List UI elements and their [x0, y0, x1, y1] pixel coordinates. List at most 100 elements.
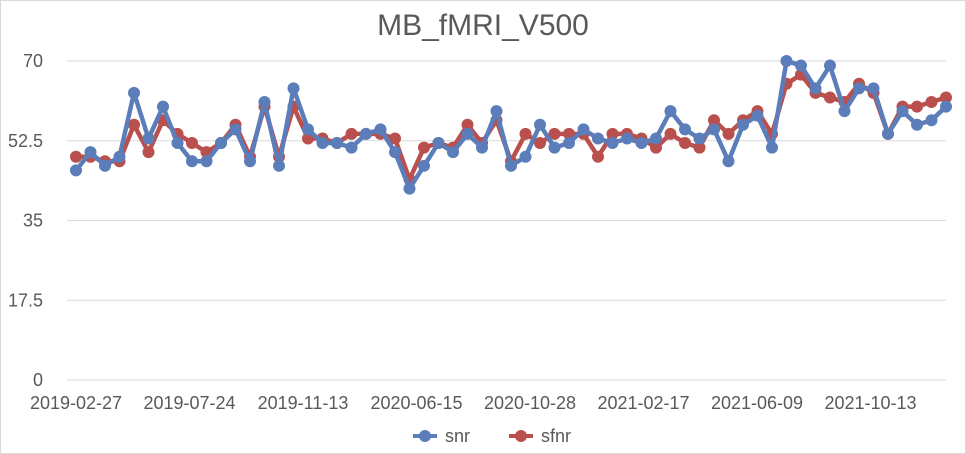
- data-point-sfnr: [128, 118, 140, 131]
- y-tick-label: 70: [23, 51, 43, 71]
- data-point-sfnr: [650, 141, 662, 154]
- data-point-sfnr: [693, 141, 706, 154]
- data-point-snr: [911, 118, 923, 131]
- y-tick-label: 0: [33, 370, 43, 390]
- data-point-snr: [447, 146, 459, 159]
- data-point-snr: [853, 82, 865, 95]
- data-point-sfnr: [925, 96, 938, 109]
- data-point-snr: [302, 123, 314, 136]
- data-point-snr: [258, 96, 271, 109]
- data-point-snr: [708, 123, 720, 136]
- data-point-snr: [737, 118, 749, 131]
- data-point-snr: [171, 137, 184, 150]
- series-group: [70, 55, 952, 195]
- data-point-snr: [490, 105, 503, 118]
- data-point-snr: [113, 150, 126, 163]
- x-tick-label: 2021-10-13: [824, 393, 916, 413]
- data-point-sfnr: [708, 114, 720, 127]
- data-point-sfnr: [911, 100, 923, 113]
- legend-label: snr: [445, 426, 470, 446]
- data-point-snr: [287, 82, 300, 95]
- data-point-snr: [273, 159, 285, 172]
- data-point-sfnr: [186, 137, 198, 150]
- data-point-snr: [461, 127, 474, 140]
- data-point-snr: [389, 146, 401, 159]
- data-point-snr: [229, 123, 242, 136]
- data-point-sfnr: [534, 137, 546, 150]
- data-point-snr: [577, 123, 590, 136]
- data-point-sfnr: [70, 150, 82, 163]
- data-point-snr: [345, 141, 358, 154]
- x-tick-label: 2019-07-24: [143, 393, 235, 413]
- legend-item-sfnr: sfnr: [509, 426, 571, 446]
- x-tick-label: 2020-06-15: [370, 393, 462, 413]
- data-point-snr: [316, 137, 329, 150]
- data-point-snr: [505, 159, 517, 172]
- data-point-sfnr: [461, 118, 474, 131]
- data-point-snr: [331, 137, 343, 150]
- data-point-snr: [99, 159, 111, 172]
- data-point-snr: [186, 155, 198, 168]
- data-point-sfnr: [824, 91, 836, 104]
- legend-swatch-marker: [419, 430, 431, 442]
- y-tick-label: 17.5: [8, 290, 43, 310]
- data-point-snr: [780, 55, 793, 67]
- y-axis-ticks: 0 17.5 35 52.5 70: [8, 51, 43, 390]
- data-point-snr: [215, 137, 227, 150]
- x-tick-label: 2021-02-17: [597, 393, 689, 413]
- x-tick-label: 2019-02-27: [30, 393, 122, 413]
- data-point-snr: [722, 155, 735, 168]
- data-point-sfnr: [592, 150, 604, 163]
- data-point-sfnr: [563, 127, 575, 140]
- legend-label: sfnr: [541, 426, 571, 446]
- data-point-snr: [244, 155, 256, 168]
- data-point-snr: [940, 100, 952, 113]
- data-point-sfnr: [142, 146, 155, 159]
- chart-title: MB_fMRI_V500: [377, 9, 589, 42]
- data-point-snr: [374, 123, 387, 136]
- data-point-snr: [838, 105, 851, 118]
- data-point-snr: [563, 137, 575, 150]
- data-point-snr: [606, 137, 619, 150]
- data-point-snr: [896, 105, 909, 118]
- series-snr: [70, 55, 952, 195]
- data-point-snr: [824, 59, 836, 72]
- data-point-snr: [142, 132, 155, 145]
- y-tick-label: 35: [23, 211, 43, 231]
- data-point-snr: [592, 132, 604, 145]
- data-point-snr: [621, 132, 633, 145]
- data-point-sfnr: [548, 127, 561, 140]
- data-point-snr: [360, 127, 372, 140]
- legend-swatch-marker: [515, 430, 527, 442]
- data-point-snr: [751, 109, 764, 122]
- data-point-snr: [766, 141, 778, 154]
- data-point-snr: [664, 105, 677, 118]
- data-point-sfnr: [940, 91, 952, 104]
- x-tick-label: 2020-10-28: [484, 393, 576, 413]
- x-axis-ticks: 2019-02-27 2019-07-24 2019-11-13 2020-06-15…: [30, 393, 917, 413]
- y-tick-label: 52.5: [8, 131, 43, 151]
- data-point-sfnr: [389, 132, 401, 145]
- data-point-snr: [418, 159, 430, 172]
- data-point-snr: [548, 141, 561, 154]
- data-point-snr: [635, 137, 648, 150]
- data-point-snr: [128, 86, 140, 99]
- data-point-sfnr: [418, 141, 430, 154]
- data-point-sfnr: [664, 127, 677, 140]
- data-point-snr: [809, 82, 822, 95]
- data-point-sfnr: [302, 132, 314, 145]
- data-point-snr: [882, 127, 894, 140]
- data-point-snr: [200, 155, 213, 168]
- legend-item-snr: snr: [413, 426, 470, 446]
- data-point-snr: [476, 141, 488, 154]
- data-point-snr: [925, 114, 938, 127]
- x-tick-label: 2019-11-13: [258, 393, 349, 413]
- data-point-sfnr: [345, 127, 358, 140]
- data-point-snr: [519, 150, 532, 163]
- gridlines: [67, 60, 946, 381]
- x-tick-label: 2021-06-09: [711, 393, 803, 413]
- data-point-snr: [157, 100, 169, 113]
- data-point-snr: [432, 137, 445, 150]
